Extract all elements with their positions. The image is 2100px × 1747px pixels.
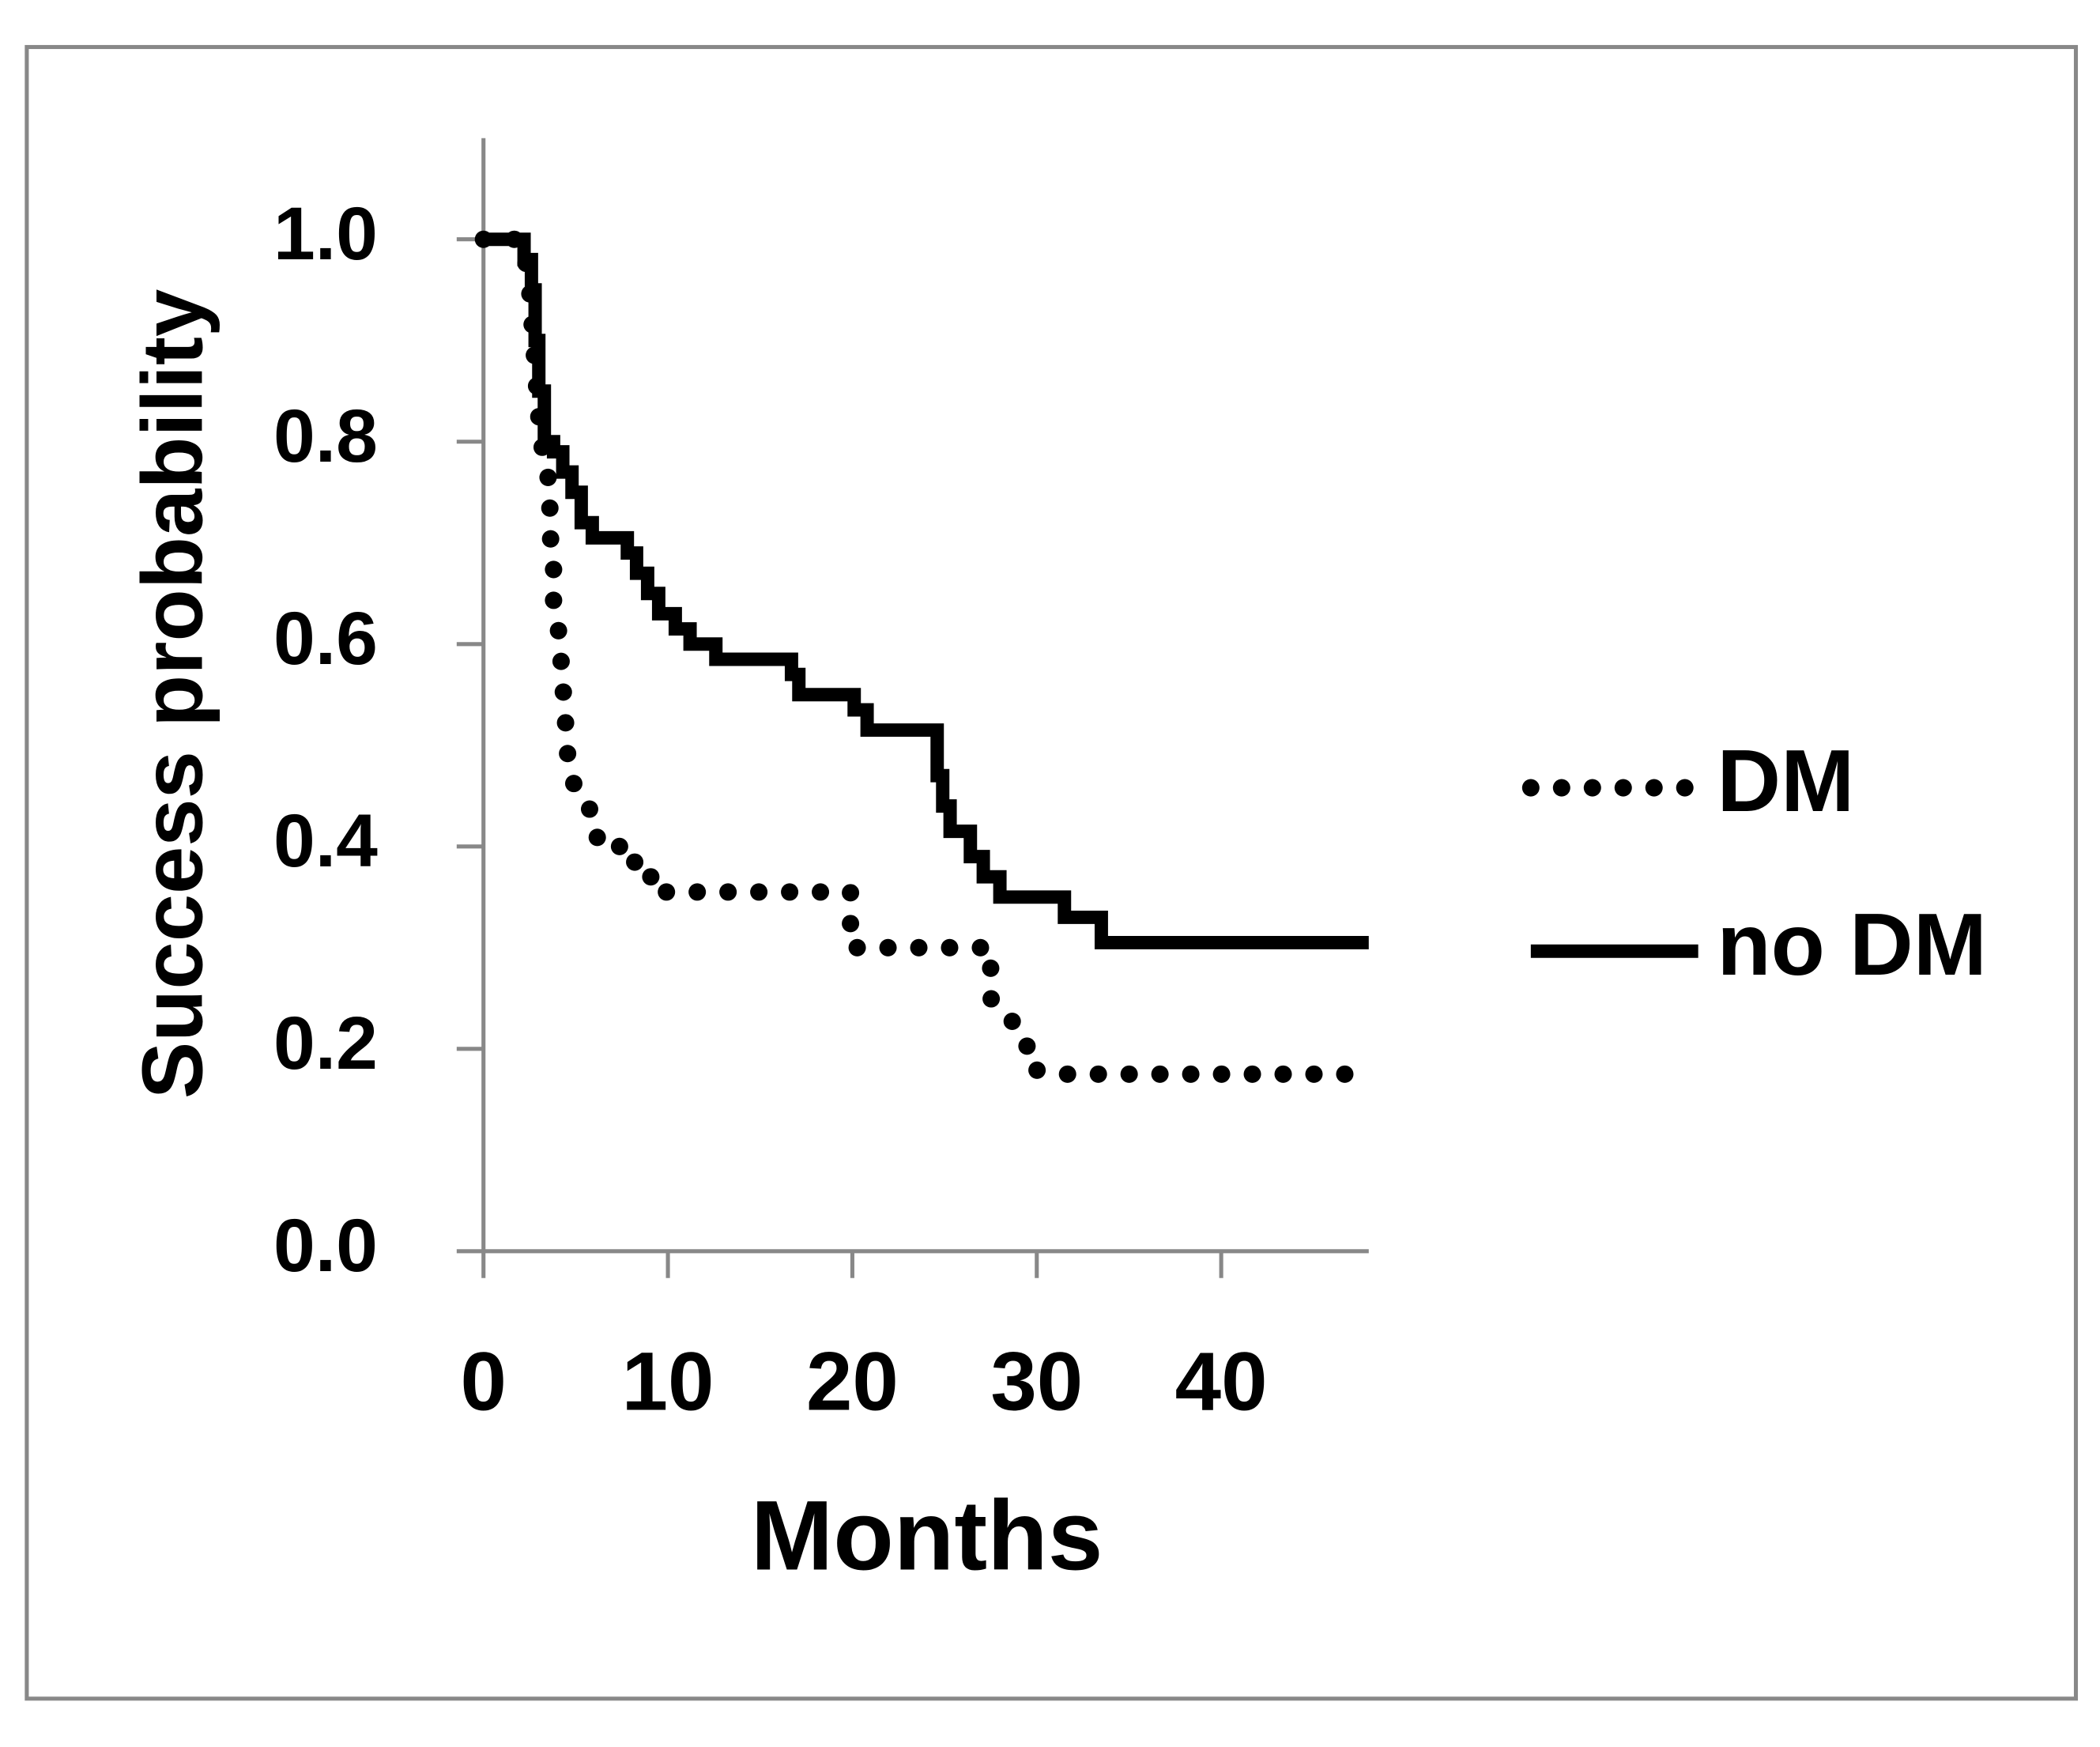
- x-tick-label: 20: [806, 1335, 899, 1428]
- x-tick-label: 0: [461, 1335, 507, 1428]
- y-tick-label: 0.2: [273, 1002, 378, 1085]
- legend-label: no DM: [1717, 895, 1987, 994]
- x-tick-label: 30: [990, 1335, 1083, 1428]
- x-axis-label: Months: [751, 1479, 1103, 1590]
- y-tick-label: 1.0: [273, 192, 378, 276]
- legend-label: DM: [1717, 731, 1854, 830]
- chart-border: [25, 44, 2079, 1701]
- series-line: [483, 232, 1369, 949]
- y-axis-label: Success probability: [125, 289, 221, 1100]
- y-tick-label: 0.0: [273, 1204, 378, 1288]
- x-tick-label: 10: [622, 1335, 714, 1428]
- x-tick-label: 40: [1175, 1335, 1268, 1428]
- y-tick-label: 0.6: [273, 597, 378, 681]
- y-tick-label: 0.8: [273, 394, 378, 478]
- y-tick-label: 0.4: [273, 799, 378, 883]
